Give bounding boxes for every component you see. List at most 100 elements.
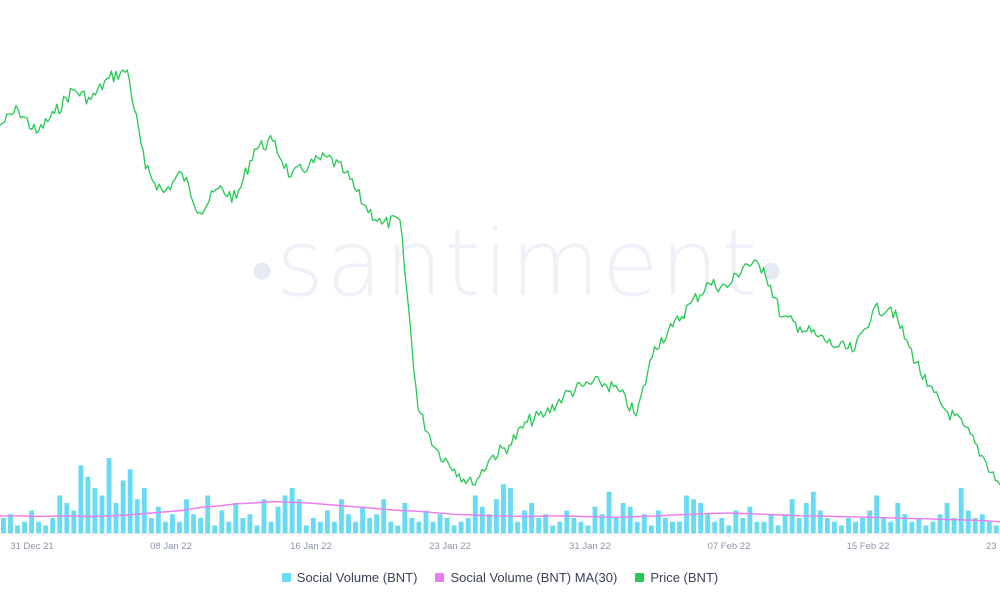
social-volume-bar xyxy=(353,521,358,533)
social-volume-ma-line xyxy=(0,500,1000,523)
social-volume-bar xyxy=(691,499,696,533)
social-volume-bar xyxy=(444,518,450,533)
social-volume-bar xyxy=(831,521,837,533)
social-volume-bar xyxy=(712,521,718,533)
social-volume-bar xyxy=(85,476,91,533)
social-volume-bar xyxy=(578,521,584,533)
social-volume-bar xyxy=(613,518,619,533)
social-volume-bar xyxy=(205,495,211,533)
social-volume-bar xyxy=(501,484,506,533)
social-volume-bar xyxy=(930,521,936,533)
social-volume-bar xyxy=(824,518,830,533)
social-volume-bar xyxy=(874,495,880,533)
social-volume-bar xyxy=(50,518,56,533)
social-volume-bar xyxy=(177,521,182,533)
social-volume-bar xyxy=(479,506,485,533)
social-volume-bar xyxy=(99,495,105,533)
social-volume-bar xyxy=(733,510,739,533)
chart-legend: Social Volume (BNT) Social Volume (BNT) … xyxy=(0,566,1000,588)
social-volume-bar xyxy=(423,510,429,533)
social-volume-bar xyxy=(986,521,992,533)
social-volume-bar xyxy=(324,510,330,533)
social-volume-bar xyxy=(782,514,788,533)
social-volume-bar xyxy=(296,499,302,533)
legend-item-social-volume-ma[interactable]: Social Volume (BNT) MA(30) xyxy=(435,570,617,585)
legend-item-price[interactable]: Price (BNT) xyxy=(635,570,718,585)
social-volume-bar xyxy=(916,518,922,533)
legend-label-price: Price (BNT) xyxy=(650,569,719,585)
social-volume-bar xyxy=(648,525,654,533)
social-volume-bar xyxy=(775,525,781,533)
social-volume-bar xyxy=(162,521,168,533)
social-volume-bar xyxy=(705,514,711,533)
social-volume-bar xyxy=(726,525,732,533)
social-volume-bar xyxy=(993,525,999,533)
social-volume-bar xyxy=(740,518,746,533)
social-volume-bar xyxy=(853,521,858,533)
social-volume-bar xyxy=(719,518,725,533)
social-volume-bar xyxy=(64,503,70,533)
social-volume-bar xyxy=(677,521,682,533)
legend-swatch-social-volume xyxy=(281,572,291,582)
x-tick-label: 16 Jan 22 xyxy=(290,541,332,552)
social-volume-bar xyxy=(409,518,415,533)
social-volume-bar xyxy=(43,525,49,533)
social-volume-bar xyxy=(627,506,633,533)
social-volume-bar xyxy=(212,525,218,533)
social-volume-bar xyxy=(458,521,464,533)
social-volume-bar xyxy=(247,514,253,533)
social-volume-bar xyxy=(768,514,774,533)
x-tick-label: 07 Feb 22 xyxy=(708,541,751,552)
social-volume-bar xyxy=(529,503,535,533)
x-tick-label: 23 Jan 22 xyxy=(429,541,471,552)
social-volume-bar xyxy=(134,499,140,533)
social-volume-bar xyxy=(317,521,323,533)
social-volume-bar xyxy=(184,499,189,533)
social-volume-bar xyxy=(571,518,577,533)
social-volume-bar xyxy=(508,488,513,533)
legend-label-social-volume-ma: Social Volume (BNT) MA(30) xyxy=(450,569,618,585)
social-volume-bar xyxy=(57,495,63,533)
social-volume-bar xyxy=(331,521,337,533)
social-volume-bar xyxy=(36,521,42,533)
social-volume-bar xyxy=(860,518,865,533)
social-volume-bar xyxy=(472,495,478,533)
social-volume-bar xyxy=(796,518,802,533)
social-volume-bar xyxy=(310,518,316,533)
social-volume-bar xyxy=(170,514,175,533)
price-line xyxy=(0,69,1000,486)
social-volume-bar xyxy=(522,510,527,533)
social-volume-bar xyxy=(106,458,112,533)
social-volume-bar xyxy=(958,488,964,533)
social-volume-bar xyxy=(972,518,978,533)
social-volume-bar xyxy=(1,518,6,533)
social-volume-bar xyxy=(810,491,816,533)
social-volume-bar xyxy=(416,521,422,533)
social-volume-bar xyxy=(374,514,380,533)
social-volume-bar xyxy=(543,514,549,533)
social-volume-bar xyxy=(486,514,492,533)
social-volume-bar xyxy=(754,521,760,533)
legend-item-social-volume[interactable]: Social Volume (BNT) xyxy=(281,569,418,585)
social-volume-bar xyxy=(979,514,985,533)
social-volume-bar xyxy=(78,465,84,533)
social-volume-bar xyxy=(902,514,908,533)
social-volume-bar xyxy=(148,518,154,533)
x-tick-label: 31 Dec 21 xyxy=(10,541,53,552)
x-tick-label: 23 Feb 22 xyxy=(986,541,1000,552)
social-volume-bar xyxy=(599,514,605,533)
social-volume-bar xyxy=(275,506,281,533)
social-volume-bar xyxy=(254,525,260,533)
legend-label-social-volume: Social Volume (BNT) xyxy=(296,569,418,585)
x-tick-label: 31 Jan 22 xyxy=(569,541,611,552)
social-volume-bar xyxy=(965,510,971,533)
social-volume-bar xyxy=(592,506,598,533)
legend-swatch-price xyxy=(635,572,645,582)
social-volume-bar xyxy=(191,514,196,533)
social-volume-bar xyxy=(261,499,267,533)
social-volume-bar xyxy=(92,488,98,533)
social-volume-bar xyxy=(8,514,13,533)
social-volume-bar xyxy=(465,518,471,533)
social-volume-bar xyxy=(29,510,35,533)
